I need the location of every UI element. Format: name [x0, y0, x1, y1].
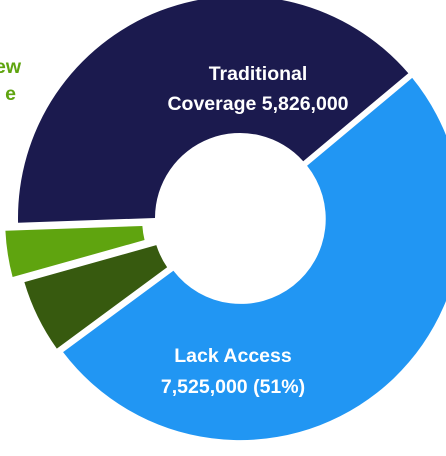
slice-dark-green: [24, 245, 168, 349]
slice-light-green: [5, 225, 145, 278]
slice-label-traditional-line1: Traditional: [209, 63, 308, 85]
slice-label-new-line2: e: [5, 83, 16, 105]
slice-traditional: [18, 0, 409, 223]
slice-label-new-line1: ew: [0, 56, 22, 78]
slice-label-lack-access-line1: Lack Access: [174, 345, 292, 367]
slice-label-lack-access-line2: 7,525,000 (51%): [161, 376, 305, 398]
slices: [5, 0, 446, 441]
slice-lack-access: [63, 77, 446, 441]
slice-label-traditional-line2: Coverage 5,826,000: [167, 93, 348, 115]
